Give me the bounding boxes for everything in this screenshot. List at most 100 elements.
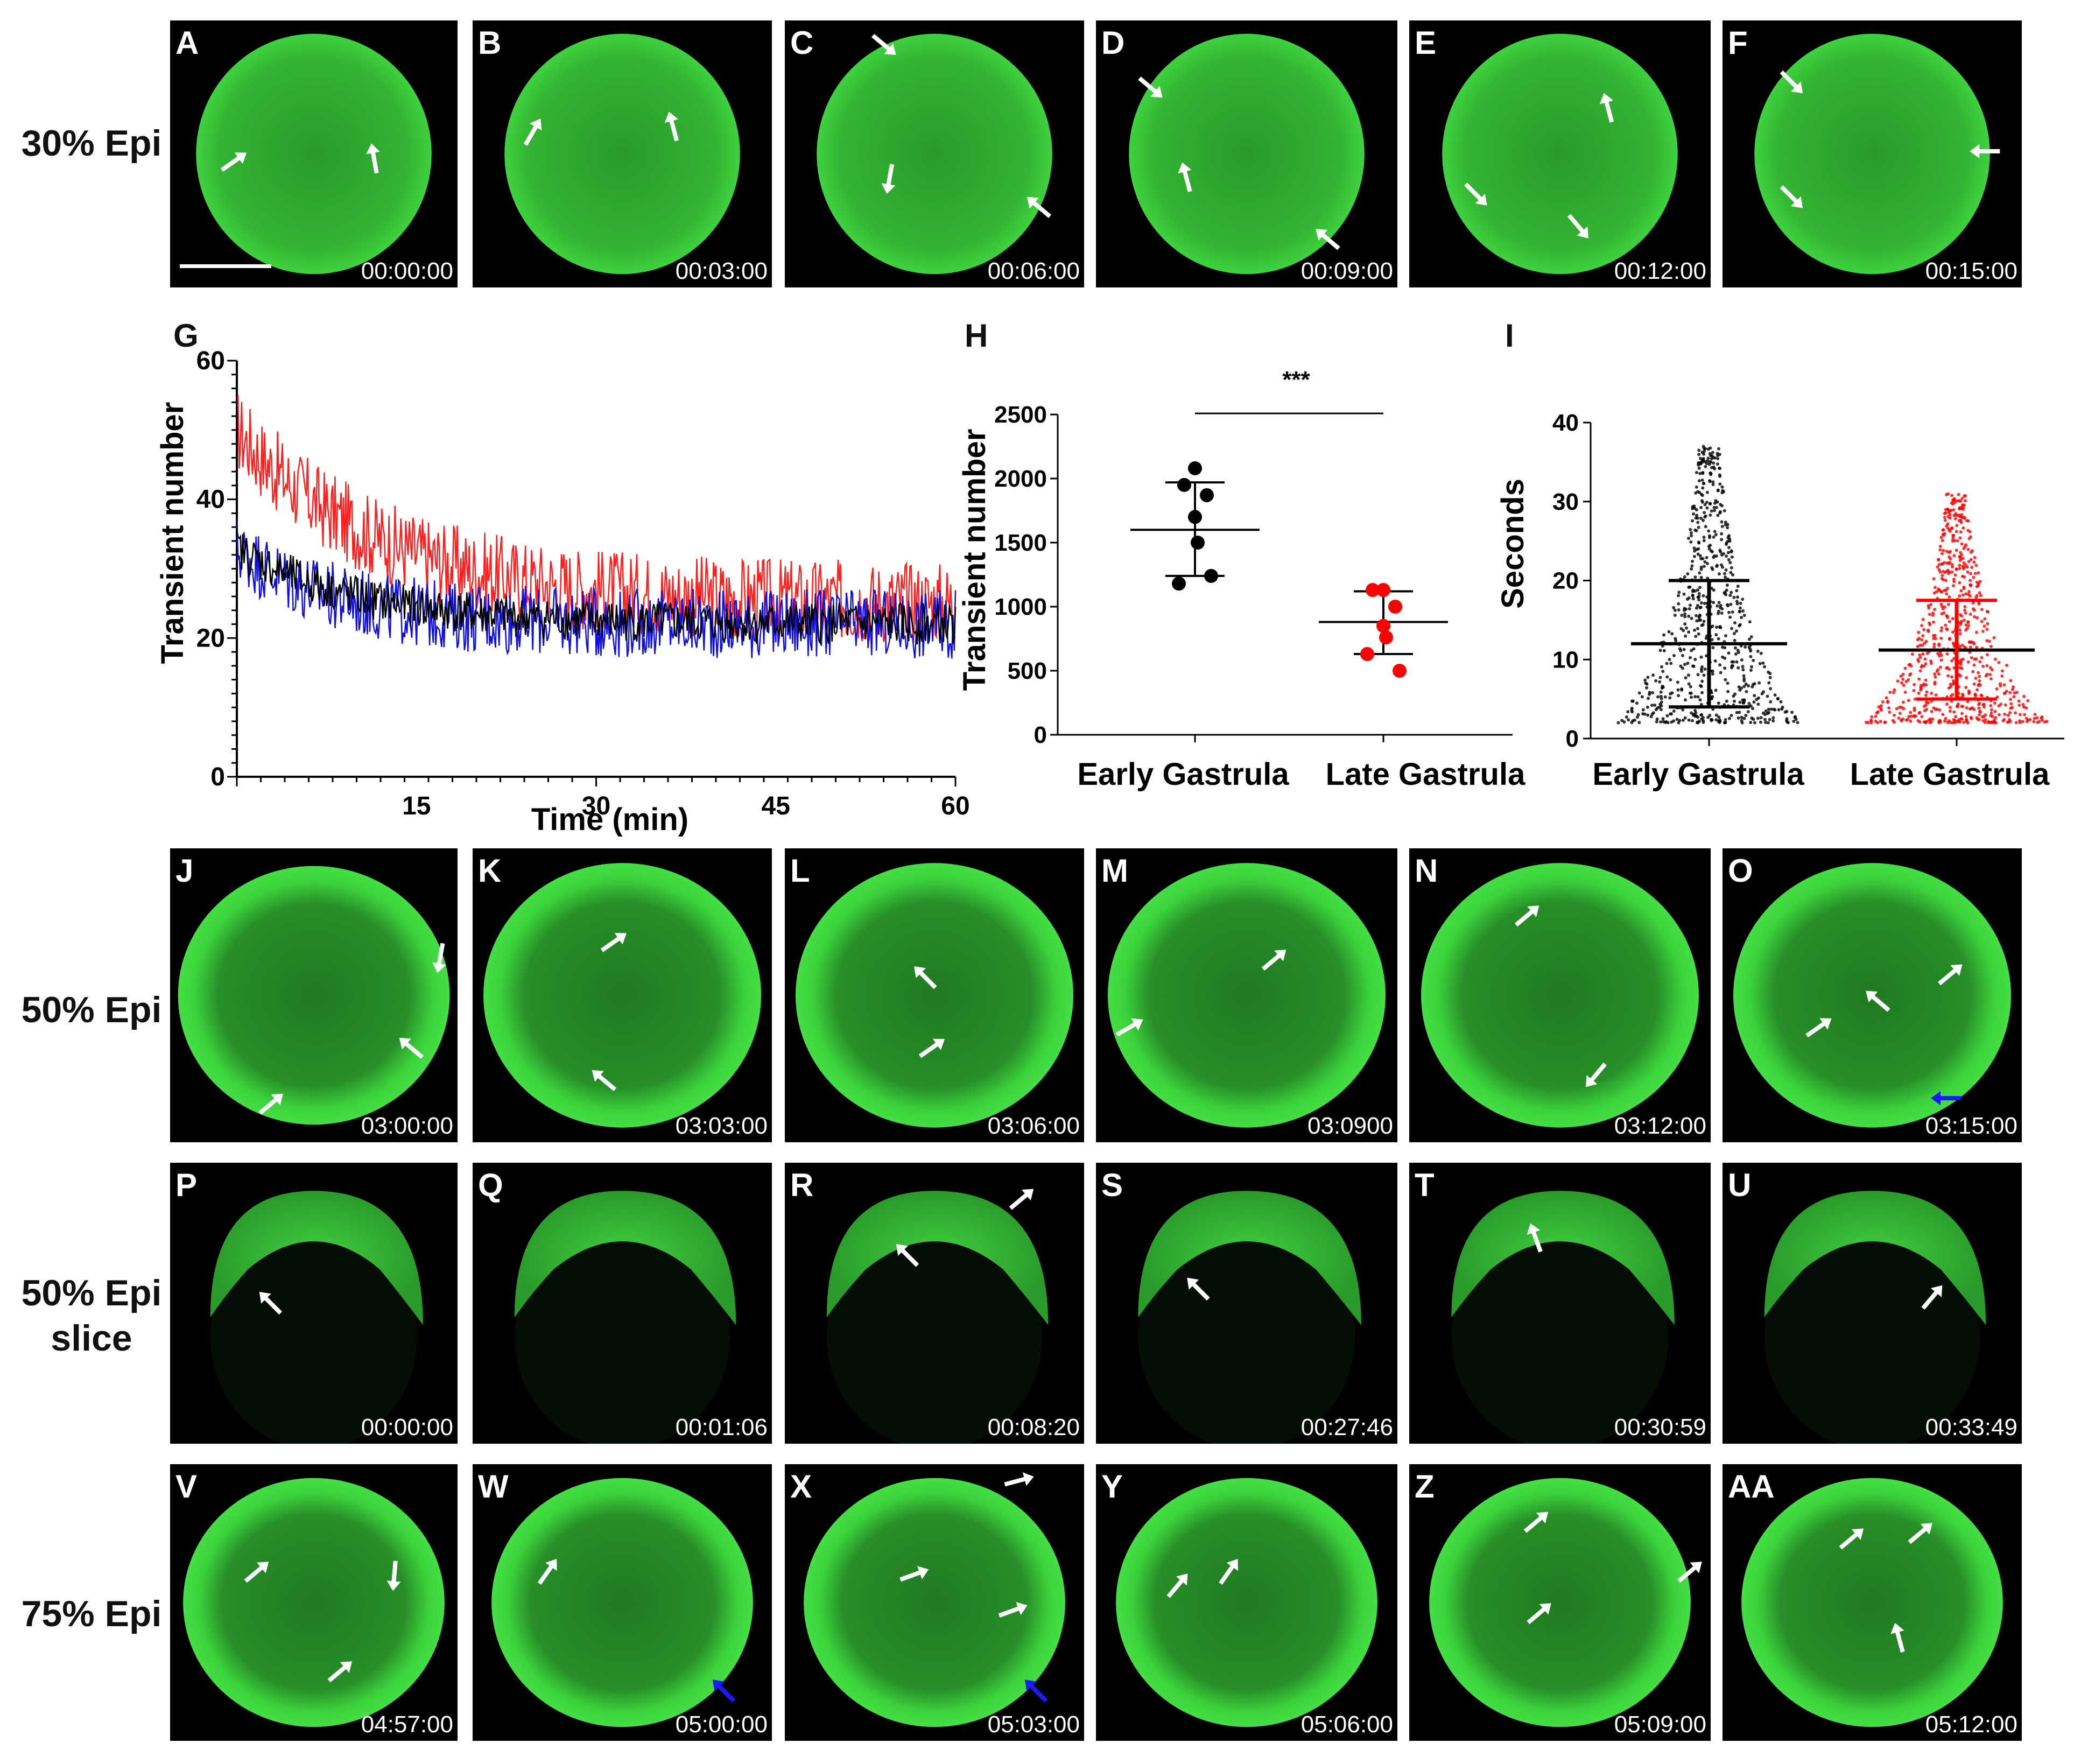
chart-i-point: [1713, 659, 1717, 663]
white-arrow-icon: [1866, 990, 1890, 1012]
chart-h-xtick-late: Late Gastrula: [1326, 757, 1525, 792]
chart-i-point: [1727, 546, 1731, 550]
chart-i-point: [1731, 610, 1734, 614]
chart-i-point: [1712, 556, 1716, 559]
chart-i-point: [1653, 704, 1657, 707]
chart-i-point: [2026, 699, 2030, 702]
chart-i-point: [1724, 575, 1727, 579]
chart-i-point: [1699, 601, 1703, 605]
chart-i-point: [1963, 545, 1967, 549]
chart-i-point: [1716, 489, 1720, 493]
chart-i-point: [2009, 679, 2013, 683]
chart-i-point: [1932, 591, 1936, 595]
image-panel-t: T 00:30:59: [1409, 1163, 1711, 1444]
chart-i-point: [1981, 719, 1985, 722]
chart-i-point: [1730, 550, 1733, 554]
chart-i-point: [1741, 701, 1745, 705]
white-arrow-icon: [664, 111, 679, 142]
chart-i-point: [1748, 620, 1752, 624]
chart-i-point: [1683, 608, 1686, 612]
image-panel-r: R 00:08:20: [785, 1163, 1084, 1444]
chart-i-point: [1689, 685, 1692, 688]
chart-i-point: [1696, 516, 1699, 520]
chart-i-point: [1725, 699, 1728, 703]
chart-i-point: [1978, 591, 1981, 595]
chart-i-point: [1931, 718, 1935, 721]
chart-i-point: [1706, 715, 1710, 719]
chart-i-point: [1959, 499, 1963, 503]
chart-i-point: [1691, 594, 1695, 598]
chart-i-point: [1711, 483, 1715, 487]
chart-i-point: [1955, 567, 1958, 571]
chart-i-point: [1941, 528, 1945, 532]
chart-i-point: [1712, 588, 1716, 592]
chart-i-point: [1723, 572, 1726, 575]
chart-i-point: [1959, 530, 1963, 534]
chart-h-point: [1393, 664, 1407, 678]
embryo-image: [804, 1472, 1065, 1727]
chart-i-point: [1790, 711, 1794, 714]
chart-i-point: [1758, 662, 1762, 665]
white-arrow-icon: [259, 1291, 283, 1315]
chart-i-ylabel: Seconds: [1496, 479, 1530, 609]
chart-i-point: [1734, 652, 1738, 656]
chart-i-point: [1715, 626, 1719, 629]
panel-letter: J: [175, 853, 194, 889]
chart-i-point: [1960, 692, 1964, 696]
white-arrow-icon: [523, 118, 542, 146]
chart-i-point: [1682, 592, 1686, 596]
chart-i-point: [1972, 663, 1976, 667]
chart-i-point: [2017, 699, 2021, 703]
chart-i-point: [1978, 701, 1981, 705]
chart-i-point: [1672, 606, 1676, 609]
timestamp: 00:00:00: [361, 1414, 453, 1440]
chart-i-point: [1760, 692, 1764, 695]
chart-h-point: [1204, 568, 1218, 583]
chart-i-point: [1679, 627, 1683, 630]
chart-i-point: [1742, 674, 1746, 678]
chart-i-point: [1740, 616, 1743, 620]
chart-i-point: [1696, 588, 1699, 592]
chart-i-point: [1695, 529, 1698, 532]
chart-i-point: [1687, 682, 1691, 686]
chart-i-point: [1703, 503, 1707, 507]
chart-i-point: [1721, 565, 1724, 569]
chart-i-point: [1992, 721, 1996, 725]
chart-i-point: [1951, 693, 1955, 697]
chart-i-point: [1940, 590, 1944, 594]
chart-i-point: [1917, 711, 1921, 715]
chart-i-point: [1646, 676, 1650, 679]
timestamp: 00:09:00: [1300, 258, 1393, 284]
chart-i-point: [1670, 632, 1674, 636]
chart-i-point: [1989, 677, 1993, 681]
chart-i-point: [1994, 716, 1998, 720]
chart-i-point: [1716, 452, 1719, 455]
chart-i-point: [1935, 707, 1939, 711]
white-arrow-icon: [600, 933, 627, 952]
chart-i-point: [1715, 505, 1718, 509]
chart-i-point: [1703, 511, 1706, 515]
chart-i-point: [1673, 608, 1677, 612]
chart-i-point: [1944, 579, 1948, 582]
chart-i-point: [1785, 720, 1789, 724]
timestamp: 00:08:20: [987, 1414, 1080, 1440]
chart-i-point: [1979, 594, 1982, 598]
chart-i-point: [1664, 720, 1668, 723]
chart-i-point: [1989, 711, 1993, 715]
embryo-sphere: [796, 863, 1073, 1128]
chart-i-point: [1901, 672, 1905, 676]
chart-i-point: [1707, 547, 1711, 551]
chart-i-point: [1637, 691, 1641, 695]
embryo-image: [826, 1189, 1049, 1444]
chart-i-point: [1785, 717, 1789, 721]
chart-i-point: [1943, 605, 1946, 609]
chart-i-point: [1700, 623, 1704, 627]
chart-i-point: [1696, 627, 1699, 630]
chart-i-point: [1965, 706, 1968, 709]
chart-i-point: [1693, 658, 1697, 661]
chart-i-point: [1900, 719, 1903, 722]
white-arrow-icon: [1527, 1603, 1551, 1625]
chart-i-point: [1693, 695, 1697, 699]
chart-i-point: [1939, 629, 1943, 632]
chart-i-point: [1665, 662, 1669, 665]
